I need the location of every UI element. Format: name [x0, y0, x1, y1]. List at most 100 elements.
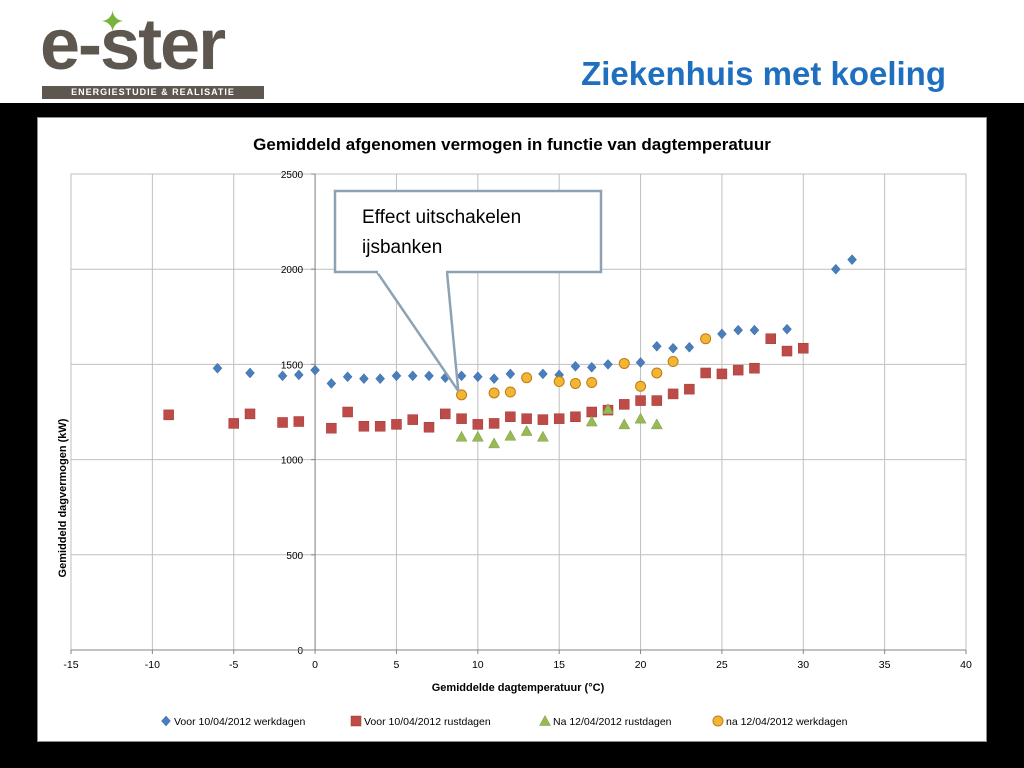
- data-point: [570, 411, 581, 423]
- callout-text-line: Effect uitschakelen: [362, 207, 521, 228]
- data-point: [310, 364, 320, 376]
- x-axis-label: Gemiddelde dagtemperatuur (°C): [432, 682, 605, 694]
- data-point: [585, 415, 598, 427]
- data-point: [326, 378, 337, 389]
- x-tick-label: 25: [716, 659, 728, 671]
- series-1: [212, 254, 857, 389]
- data-point: [781, 345, 793, 357]
- callout-pointer: [375, 271, 460, 392]
- logo: e-ster ✦ ENERGIESTUDIE & REALISATIE: [40, 5, 270, 99]
- data-point: [569, 377, 581, 389]
- data-point: [488, 418, 500, 429]
- legend: Voor 10/04/2012 werkdagen Voor 10/04/2012…: [161, 714, 848, 728]
- legend-label: Na 12/04/2012 rustdagen: [553, 716, 672, 728]
- y-tick-label: 1500: [281, 360, 304, 371]
- scatter-chart: -15 -10 -5 0 5 10 15 20 25 30 35 40 0 500 1000 1500 2000…: [57, 135, 972, 728]
- data-point: [277, 417, 288, 428]
- x-tick-label: 5: [394, 659, 400, 671]
- legend-item: Na 12/04/2012 rustdagen: [539, 714, 672, 728]
- legend-label: Voor 10/04/2012 werkdagen: [174, 716, 306, 728]
- y-tick-label: 1000: [281, 456, 304, 467]
- legend-item: Voor 10/04/2012 werkdagen: [161, 715, 306, 728]
- data-point: [277, 370, 288, 382]
- data-point: [293, 416, 305, 427]
- legend-marker: [161, 715, 171, 727]
- x-tick-label: 30: [797, 659, 809, 671]
- data-point: [342, 406, 353, 418]
- data-point: [635, 357, 646, 368]
- data-point: [244, 408, 256, 420]
- data-point: [407, 370, 418, 382]
- data-point: [488, 437, 501, 449]
- slide-header: e-ster ✦ ENERGIESTUDIE & REALISATIE Ziek…: [0, 0, 1024, 103]
- legend-marker: [712, 715, 724, 727]
- data-point: [456, 413, 467, 424]
- data-point: [586, 361, 597, 373]
- data-point: [212, 362, 223, 374]
- star-icon: ✦: [100, 6, 126, 39]
- data-point: [618, 418, 631, 430]
- data-point: [359, 373, 369, 385]
- data-point: [651, 367, 663, 379]
- logo-tagline: ENERGIESTUDIE & REALISATIE: [42, 86, 264, 99]
- x-tick-label: 35: [879, 659, 891, 671]
- data-point: [684, 383, 695, 395]
- data-point: [521, 372, 533, 384]
- axes: -15 -10 -5 0 5 10 15 20 25 30 35 40 0 500 1000 1500 2000…: [63, 170, 972, 671]
- data-point: [472, 419, 484, 430]
- series-4: [456, 333, 712, 401]
- data-point: [634, 412, 647, 424]
- data-point: [375, 373, 386, 385]
- data-point: [374, 421, 386, 432]
- data-point: [668, 342, 678, 354]
- data-point: [440, 408, 451, 420]
- x-tick-label: -5: [229, 659, 238, 671]
- data-point: [391, 370, 402, 382]
- data-point: [456, 389, 468, 401]
- data-point: [407, 414, 418, 425]
- data-point: [245, 367, 255, 379]
- data-point: [830, 263, 841, 275]
- data-point: [293, 369, 304, 381]
- series-2: [163, 333, 809, 434]
- data-point: [342, 371, 353, 383]
- data-point: [472, 371, 483, 383]
- x-tick-label: 15: [553, 659, 565, 671]
- x-tick-label: -15: [63, 659, 78, 671]
- legend-label: na 12/04/2012 werkdagen: [726, 716, 848, 728]
- annotation: Effect uitschakelen ijsbanken: [333, 189, 603, 392]
- data-point: [651, 395, 663, 406]
- data-point: [749, 324, 760, 336]
- data-point: [228, 418, 239, 429]
- data-point: [553, 413, 565, 424]
- data-point: [505, 368, 516, 380]
- series-3: [455, 403, 663, 449]
- logo-wordmark: e-ster: [40, 5, 226, 85]
- data-point: [489, 373, 499, 385]
- data-point: [717, 328, 727, 340]
- data-point: [536, 430, 549, 442]
- data-point: [326, 422, 337, 434]
- x-tick-label: 40: [960, 659, 972, 671]
- data-point: [635, 395, 646, 406]
- data-point: [716, 368, 728, 380]
- data-point: [700, 333, 712, 345]
- callout-text-line: ijsbanken: [362, 237, 442, 258]
- legend-item: Voor 10/04/2012 rustdagen: [350, 715, 491, 728]
- data-point: [798, 342, 809, 354]
- data-point: [586, 406, 597, 418]
- data-point: [651, 340, 662, 352]
- legend-marker: [350, 715, 362, 727]
- y-axis-label: Gemiddeld dagvermogen (kW): [57, 418, 69, 577]
- data-point: [488, 387, 500, 399]
- data-point: [667, 356, 679, 368]
- data-point: [505, 411, 516, 423]
- data-point: [504, 429, 517, 441]
- data-point: [423, 421, 435, 433]
- data-point: [700, 367, 711, 379]
- data-point: [424, 370, 434, 382]
- y-tick-label: 2000: [281, 265, 304, 276]
- y-tick-label: 2500: [281, 170, 304, 181]
- data-point: [456, 370, 467, 382]
- data-point: [618, 357, 630, 369]
